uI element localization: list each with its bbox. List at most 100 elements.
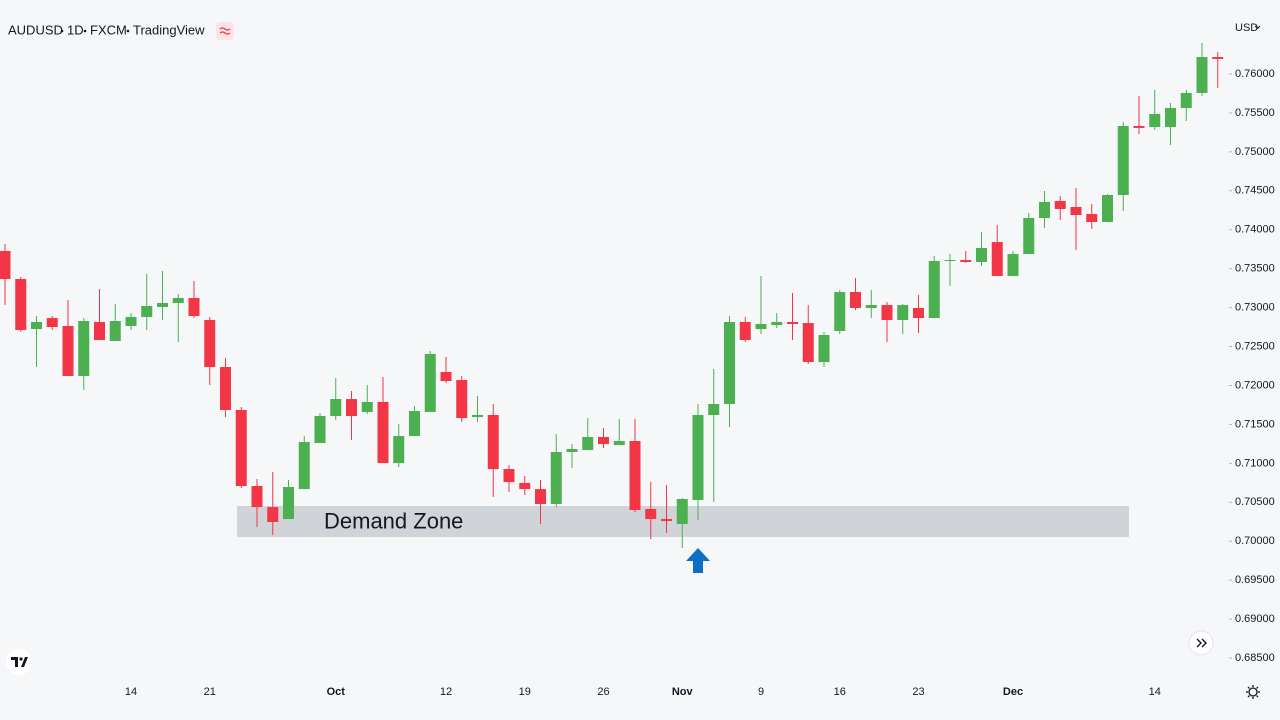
scroll-to-realtime[interactable] (1188, 630, 1214, 656)
candle-body (141, 305, 153, 318)
gear-ring (1248, 687, 1258, 697)
separator (60, 29, 64, 33)
candle-body (676, 499, 688, 525)
candle-body (424, 354, 436, 413)
x-tick-label: 26 (597, 686, 609, 698)
candle-body (550, 451, 562, 505)
candle-body (487, 414, 499, 470)
candle-body (960, 260, 972, 262)
y-tick-label: 0.72500 (1235, 340, 1275, 352)
candle-body (109, 320, 121, 342)
symbol: AUDUSD (8, 22, 63, 37)
candle-body (204, 319, 216, 368)
y-tick-label: 0.73500 (1235, 263, 1275, 275)
candle-body (598, 437, 609, 445)
candle-body (991, 242, 1003, 276)
candle-body (1086, 213, 1098, 223)
candle-body (472, 414, 483, 418)
candle-body (881, 305, 893, 320)
source: TradingView (133, 22, 205, 37)
candle-body (456, 380, 468, 419)
candle-body (535, 489, 546, 505)
y-tick-label: 0.73000 (1235, 302, 1275, 314)
candle-body (1180, 92, 1192, 109)
candle-body (0, 250, 11, 280)
candle-body (94, 322, 105, 340)
candle-body (314, 416, 326, 444)
candle-body (976, 248, 987, 262)
candle-body (1070, 206, 1082, 216)
candle-body (629, 441, 641, 510)
x-tick-label: 9 (758, 686, 764, 698)
candle-body (15, 279, 27, 331)
candle-body (708, 404, 720, 415)
currency-caret (1254, 25, 1261, 30)
candle-body (1007, 254, 1019, 276)
candle-body (1165, 108, 1176, 128)
candle-body (346, 399, 357, 417)
candle-body (834, 292, 846, 331)
candle-body (157, 303, 168, 307)
y-tick-label: 0.71500 (1235, 418, 1275, 430)
separator (83, 29, 87, 33)
candle-body (944, 260, 956, 262)
candle-body (787, 322, 798, 325)
interval: 1D (67, 22, 84, 37)
candle-body (645, 508, 657, 520)
x-tick-label: 14 (1149, 686, 1161, 698)
candle-body (1149, 114, 1161, 128)
candle-body (62, 325, 74, 376)
candle-body (503, 469, 515, 483)
currency[interactable]: USD (1235, 22, 1258, 34)
y-tick-label: 0.74500 (1235, 185, 1275, 197)
candle-body (267, 507, 279, 522)
candle-body (566, 449, 578, 452)
candle-body (31, 322, 42, 330)
x-tick-label: Nov (672, 686, 694, 698)
candle-body (582, 437, 594, 451)
candle-body (361, 401, 373, 413)
y-tick-label: 0.68500 (1235, 652, 1275, 664)
candle-body (78, 320, 90, 376)
y-tick-label: 0.75500 (1235, 107, 1275, 119)
candle-body (172, 298, 184, 304)
x-tick-label: Dec (1003, 686, 1023, 698)
candle-body (850, 292, 861, 308)
up-arrow (686, 548, 710, 573)
candle-body (1039, 202, 1050, 218)
logo-bg (6, 649, 32, 675)
x-tick-label: 23 (912, 686, 924, 698)
y-tick-label: 0.75000 (1235, 146, 1275, 158)
candle-body (393, 436, 405, 464)
candle-body (1054, 200, 1066, 210)
settings[interactable] (1246, 685, 1260, 699)
candle-body (755, 324, 767, 330)
candle-layer (0, 42, 1224, 549)
logo-mark (11, 657, 28, 667)
candle-body (613, 441, 625, 446)
candle-body (771, 322, 783, 325)
candle-body (125, 317, 137, 326)
status-badge[interactable] (216, 22, 234, 40)
y-tick-label: 0.74000 (1235, 224, 1275, 236)
candle-body (739, 322, 751, 340)
candle-body (818, 335, 830, 363)
candle-body (724, 322, 735, 405)
x-tick-label: 14 (125, 686, 137, 698)
candle-body (913, 307, 924, 319)
candle-body (1023, 217, 1035, 255)
tv-logo[interactable] (6, 649, 32, 675)
candle-body (235, 410, 247, 487)
status-icon (219, 27, 231, 35)
separator (126, 29, 130, 33)
candle-body (865, 305, 877, 308)
y-tick-label: 0.69500 (1235, 574, 1275, 586)
zone-label: Demand Zone (324, 508, 463, 533)
candle-body (283, 487, 294, 520)
gear-teeth (1246, 685, 1260, 699)
x-tick-label: 16 (834, 686, 846, 698)
x-tick-label: 21 (204, 686, 216, 698)
logo-dot (19, 657, 23, 661)
candle-body (220, 367, 231, 411)
